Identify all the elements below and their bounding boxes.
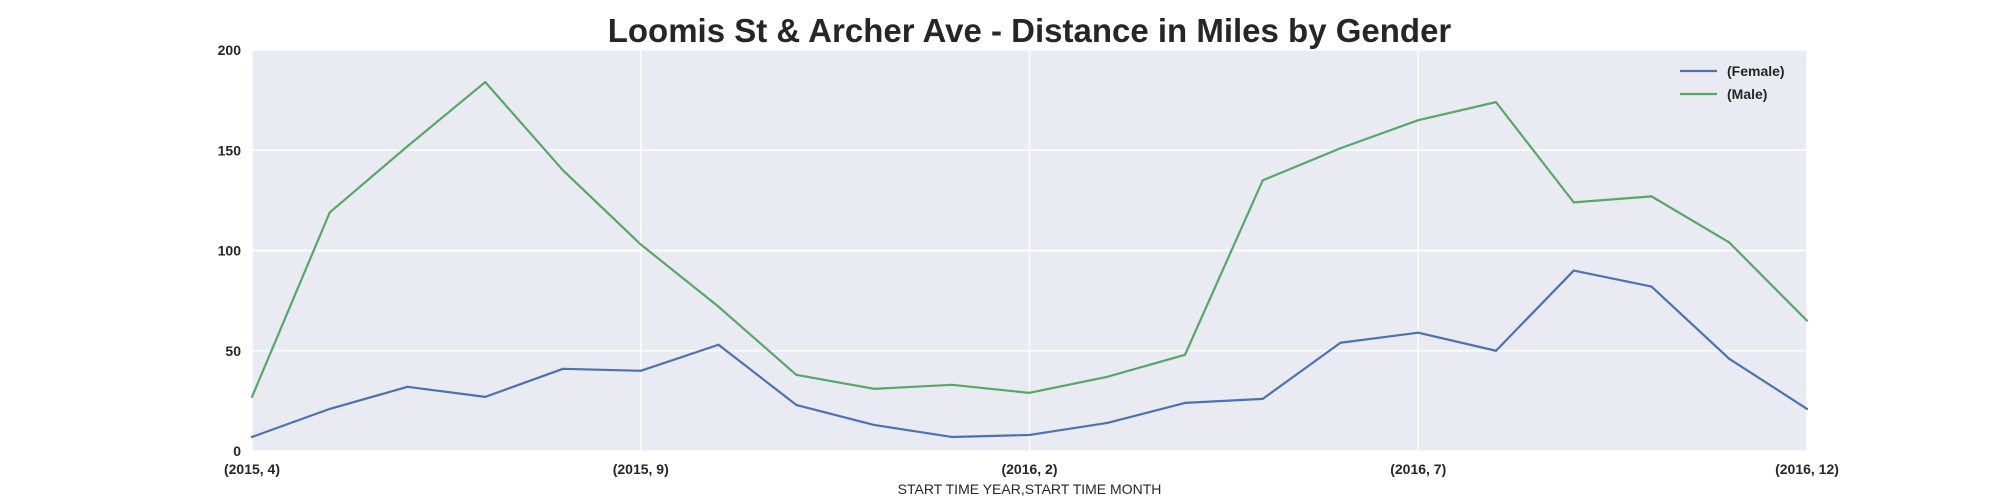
- y-tick-label: 200: [218, 42, 242, 58]
- x-tick-label: (2015, 4): [224, 461, 280, 477]
- data-point: [1339, 147, 1342, 150]
- data-point: [1805, 407, 1809, 410]
- data-point: [1728, 357, 1731, 360]
- legend-label: (Male): [1727, 86, 1767, 102]
- data-point: [950, 383, 953, 386]
- data-point: [561, 367, 565, 370]
- x-axis-label: START TIME YEAR,START TIME MONTH: [898, 481, 1162, 497]
- data-point: [1261, 179, 1264, 182]
- data-point: [950, 435, 953, 439]
- data-point: [872, 387, 876, 390]
- data-point: [1650, 195, 1653, 198]
- data-point: [328, 407, 331, 410]
- y-tick-label: 50: [225, 343, 241, 359]
- data-point: [1183, 401, 1187, 404]
- data-point: [1339, 341, 1342, 344]
- data-point: [328, 211, 331, 214]
- data-point: [484, 395, 487, 398]
- x-tick-label: (2016, 7): [1390, 461, 1446, 477]
- data-point: [795, 403, 798, 406]
- y-tick-label: 0: [233, 443, 241, 459]
- data-point: [1028, 391, 1031, 394]
- data-point: [1805, 319, 1809, 322]
- data-point: [1494, 349, 1498, 352]
- data-point: [639, 243, 642, 246]
- x-tick-label: (2016, 2): [1001, 461, 1057, 477]
- data-point: [406, 145, 409, 148]
- data-point: [872, 423, 876, 427]
- data-point: [795, 373, 798, 376]
- chart-title: Loomis St & Archer Ave - Distance in Mil…: [608, 12, 1452, 49]
- data-point: [250, 435, 254, 439]
- data-point: [1261, 397, 1264, 400]
- data-point: [1417, 331, 1420, 334]
- data-point: [639, 369, 642, 372]
- data-point: [1650, 285, 1653, 288]
- series-lines: [250, 80, 1809, 439]
- legend-label: (Female): [1727, 63, 1785, 79]
- data-point: [717, 343, 720, 346]
- data-point: [1417, 119, 1420, 122]
- x-tick-label: (2015, 9): [613, 461, 669, 477]
- x-tick-label: (2016, 12): [1775, 461, 1839, 477]
- data-point: [1106, 375, 1109, 378]
- legend: (Female) (Male): [1680, 63, 1785, 102]
- data-point: [484, 80, 487, 84]
- x-axis-ticks: (2015, 4) (2015, 9) (2016, 2) (2016, 7) (201…: [224, 461, 1839, 477]
- data-point: [717, 305, 720, 308]
- data-point: [250, 395, 254, 398]
- data-point: [561, 169, 565, 172]
- y-axis-ticks: 0 50 100 150 200: [218, 42, 242, 459]
- data-point: [1494, 101, 1498, 104]
- y-tick-label: 150: [218, 142, 242, 158]
- data-point: [1728, 241, 1731, 244]
- data-point: [1183, 353, 1187, 356]
- data-point: [1572, 269, 1575, 272]
- y-tick-label: 100: [218, 243, 242, 259]
- data-point: [1028, 433, 1031, 437]
- data-point: [1106, 421, 1109, 425]
- data-point: [1572, 201, 1575, 204]
- grid-lines: [251, 49, 1808, 452]
- data-point: [406, 385, 409, 388]
